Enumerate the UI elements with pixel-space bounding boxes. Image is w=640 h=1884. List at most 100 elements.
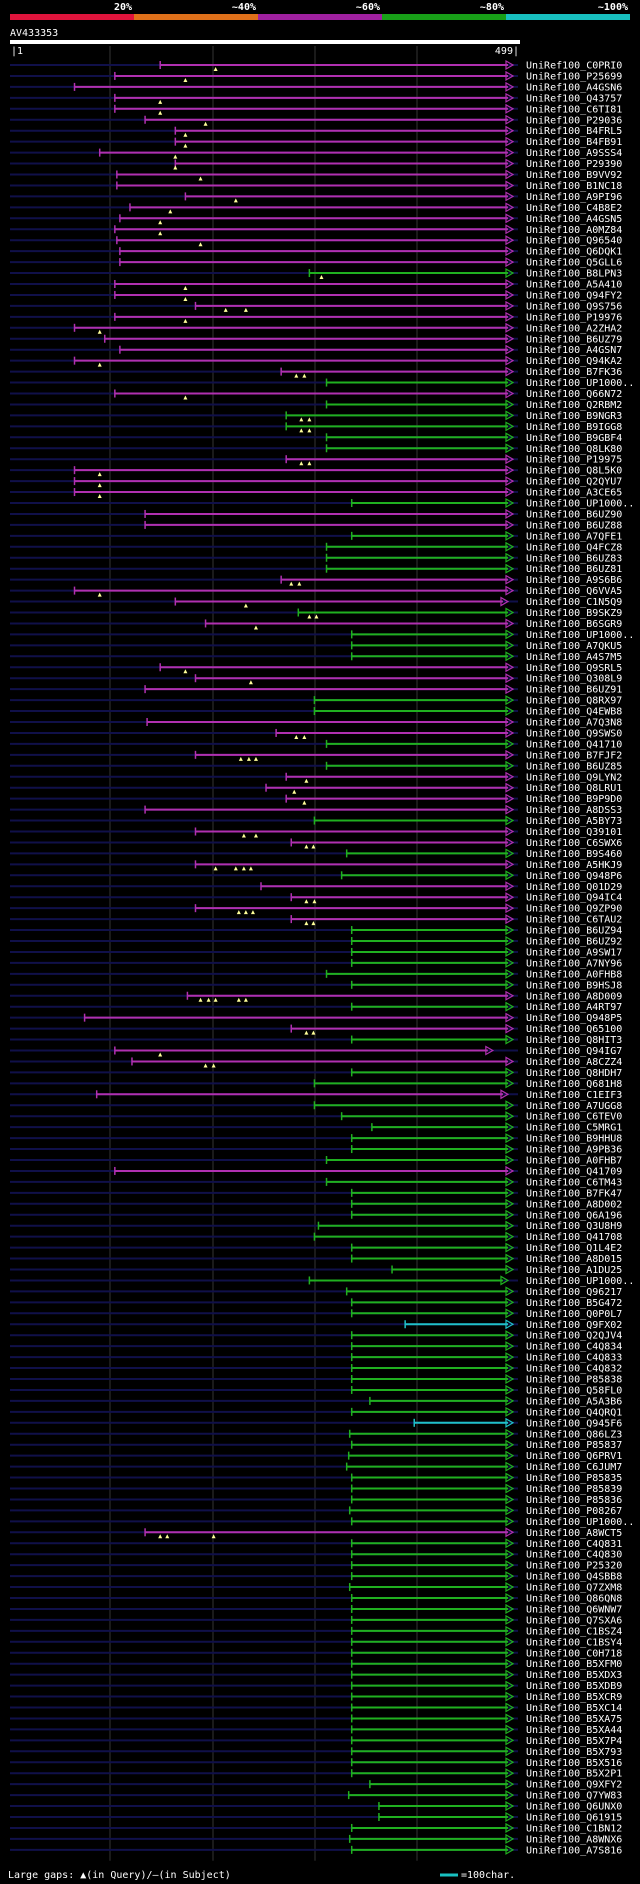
hit-row[interactable]: UniRef100_B6UZ91 <box>10 684 622 696</box>
hit-label[interactable]: UniRef100_C6JUM7 <box>526 1462 622 1473</box>
hit-row[interactable]: UniRef100_Q39101 <box>10 826 622 838</box>
hit-label[interactable]: UniRef100_Q4FCZ8 <box>526 542 622 553</box>
hit-row[interactable]: UniRef100_B5XA75 <box>10 1713 622 1725</box>
hit-row[interactable]: UniRef100_Q6VVA5 <box>10 585 622 597</box>
hit-row[interactable]: UniRef100_C6TEV0 <box>10 1111 622 1123</box>
hit-label[interactable]: UniRef100_B5XA44 <box>526 1725 622 1736</box>
hit-label[interactable]: UniRef100_P85837 <box>526 1440 622 1451</box>
hit-row[interactable]: UniRef100_A8D009 <box>10 990 622 1002</box>
hit-label[interactable]: UniRef100_A8DSS3 <box>526 805 622 816</box>
hit-row[interactable]: UniRef100_UP1000.. <box>10 1516 634 1528</box>
hit-label[interactable]: UniRef100_B1NC18 <box>526 181 622 192</box>
hit-label[interactable]: UniRef100_B9HSJ8 <box>526 980 622 991</box>
hit-row[interactable]: UniRef100_Q9SWS0 <box>10 727 622 739</box>
hit-label[interactable]: UniRef100_C4Q834 <box>526 1342 622 1353</box>
hit-label[interactable]: UniRef100_A2ZHA2 <box>526 323 622 334</box>
hit-label[interactable]: UniRef100_C0H718 <box>526 1648 622 1659</box>
hit-row[interactable]: UniRef100_B4FRL5 <box>10 125 622 137</box>
hit-label[interactable]: UniRef100_UP1000.. <box>526 630 634 641</box>
hit-label[interactable]: UniRef100_C6TAU2 <box>526 915 622 926</box>
hit-row[interactable]: UniRef100_B6UZ88 <box>10 519 622 531</box>
hit-label[interactable]: UniRef100_A8WCT5 <box>526 1528 622 1539</box>
hit-label[interactable]: UniRef100_B5X7P4 <box>526 1736 622 1747</box>
hit-row[interactable]: UniRef100_A1DU25 <box>10 1264 622 1276</box>
hit-row[interactable]: UniRef100_Q65100 <box>10 1023 622 1035</box>
hit-label[interactable]: UniRef100_B4FRL5 <box>526 126 622 137</box>
hit-row[interactable]: UniRef100_Q9LYN2 <box>10 771 622 783</box>
hit-label[interactable]: UniRef100_B6UZ92 <box>526 937 622 948</box>
hit-label[interactable]: UniRef100_Q8RX97 <box>526 696 622 707</box>
hit-label[interactable]: UniRef100_A7QFE1 <box>526 531 622 542</box>
hit-row[interactable]: UniRef100_Q9S756 <box>10 300 622 312</box>
hit-label[interactable]: UniRef100_A4GSN5 <box>526 214 622 225</box>
hit-label[interactable]: UniRef100_Q96540 <box>526 236 622 247</box>
hit-label[interactable]: UniRef100_A4GSN7 <box>526 345 622 356</box>
hit-row[interactable]: UniRef100_B5X793 <box>10 1746 622 1758</box>
hit-label[interactable]: UniRef100_Q6PRV1 <box>526 1451 622 1462</box>
hit-row[interactable]: UniRef100_C4Q834 <box>10 1341 622 1353</box>
hit-label[interactable]: UniRef100_B6UZ85 <box>526 761 622 772</box>
hit-row[interactable]: UniRef100_B6UZ79 <box>10 333 622 345</box>
hit-label[interactable]: UniRef100_Q41710 <box>526 739 622 750</box>
hit-row[interactable]: UniRef100_Q8L5K0 <box>10 465 622 477</box>
hit-label[interactable]: UniRef100_Q66N72 <box>526 389 622 400</box>
hit-row[interactable]: UniRef100_A9PI96 <box>10 191 622 203</box>
hit-row[interactable]: UniRef100_P25320 <box>10 1560 622 1572</box>
hit-label[interactable]: UniRef100_A4RT97 <box>526 1002 622 1013</box>
hit-row[interactable]: UniRef100_B5X7P4 <box>10 1735 622 1747</box>
hit-row[interactable]: UniRef100_Q7SXA6 <box>10 1614 622 1626</box>
hit-label[interactable]: UniRef100_P19975 <box>526 455 622 466</box>
hit-row[interactable]: UniRef100_B5XA44 <box>10 1724 622 1736</box>
hit-label[interactable]: UniRef100_UP1000.. <box>526 499 634 510</box>
hit-label[interactable]: UniRef100_Q2QJV4 <box>526 1331 622 1342</box>
hit-row[interactable]: UniRef100_Q6DQK1 <box>10 246 622 258</box>
hit-row[interactable]: UniRef100_A7S816 <box>10 1844 622 1856</box>
hit-row[interactable]: UniRef100_Q8HDH7 <box>10 1067 622 1079</box>
hit-row[interactable]: UniRef100_Q94FY2 <box>10 289 622 301</box>
hit-label[interactable]: UniRef100_B9HHU8 <box>526 1134 622 1145</box>
hit-row[interactable]: UniRef100_Q2QYU7 <box>10 476 622 488</box>
hit-row[interactable]: UniRef100_Q96540 <box>10 235 622 247</box>
hit-label[interactable]: UniRef100_Q41709 <box>526 1166 622 1177</box>
hit-label[interactable]: UniRef100_C1EIF3 <box>526 1090 622 1101</box>
hit-label[interactable]: UniRef100_Q9SRL5 <box>526 663 622 674</box>
hit-label[interactable]: UniRef100_B5XA75 <box>526 1714 622 1725</box>
hit-label[interactable]: UniRef100_B9P9D0 <box>526 794 622 805</box>
hit-row[interactable]: UniRef100_Q6PRV1 <box>10 1450 622 1462</box>
hit-row[interactable]: UniRef100_B6UZ92 <box>10 935 622 948</box>
hit-row[interactable]: UniRef100_C1N5Q9 <box>10 596 622 608</box>
hit-row[interactable]: UniRef100_B6UZ81 <box>10 563 622 575</box>
hit-label[interactable]: UniRef100_Q3U8H9 <box>526 1221 622 1232</box>
hit-label[interactable]: UniRef100_Q8LRU1 <box>526 783 622 794</box>
hit-label[interactable]: UniRef100_Q86QN8 <box>526 1594 622 1605</box>
hit-label[interactable]: UniRef100_Q94IG7 <box>526 1046 622 1057</box>
hit-row[interactable]: UniRef100_B6UZ94 <box>10 925 622 937</box>
hit-row[interactable]: UniRef100_B9SKZ9 <box>10 607 622 619</box>
hit-label[interactable]: UniRef100_B5XFM0 <box>526 1659 622 1670</box>
hit-label[interactable]: UniRef100_Q9S756 <box>526 301 622 312</box>
hit-label[interactable]: UniRef100_A7S816 <box>526 1845 622 1856</box>
hit-label[interactable]: UniRef100_Q41708 <box>526 1232 622 1243</box>
hit-label[interactable]: UniRef100_A4GSN6 <box>526 82 622 93</box>
hit-label[interactable]: UniRef100_Q8HIT3 <box>526 1035 622 1046</box>
hit-label[interactable]: UniRef100_B7FK36 <box>526 367 622 378</box>
hit-label[interactable]: UniRef100_C1N5Q9 <box>526 597 622 608</box>
hit-label[interactable]: UniRef100_A7QKU5 <box>526 641 622 652</box>
hit-row[interactable]: UniRef100_C0H718 <box>10 1647 622 1659</box>
hit-row[interactable]: UniRef100_UP1000.. <box>10 629 634 641</box>
hit-row[interactable]: UniRef100_B4FB91 <box>10 136 622 148</box>
hit-row[interactable]: UniRef100_A4S7M5 <box>10 651 622 663</box>
hit-label[interactable]: UniRef100_Q39101 <box>526 827 622 838</box>
hit-row[interactable]: UniRef100_Q6WNW7 <box>10 1603 622 1615</box>
hit-row[interactable]: UniRef100_P29036 <box>10 114 622 126</box>
hit-label[interactable]: UniRef100_Q8L5K0 <box>526 466 622 477</box>
hit-row[interactable]: UniRef100_Q308L9 <box>10 673 622 685</box>
hit-label[interactable]: UniRef100_B5XCR9 <box>526 1692 622 1703</box>
hit-row[interactable]: UniRef100_A3CE65 <box>10 487 622 499</box>
hit-row[interactable]: UniRef100_Q9ZP90 <box>10 903 622 915</box>
hit-label[interactable]: UniRef100_B6UZ88 <box>526 520 622 531</box>
hit-row[interactable]: UniRef100_A9PB36 <box>10 1144 622 1156</box>
hit-label[interactable]: UniRef100_P85839 <box>526 1484 622 1495</box>
hit-row[interactable]: UniRef100_UP1000.. <box>10 1275 634 1287</box>
hit-row[interactable]: UniRef100_B7FK47 <box>10 1187 622 1199</box>
